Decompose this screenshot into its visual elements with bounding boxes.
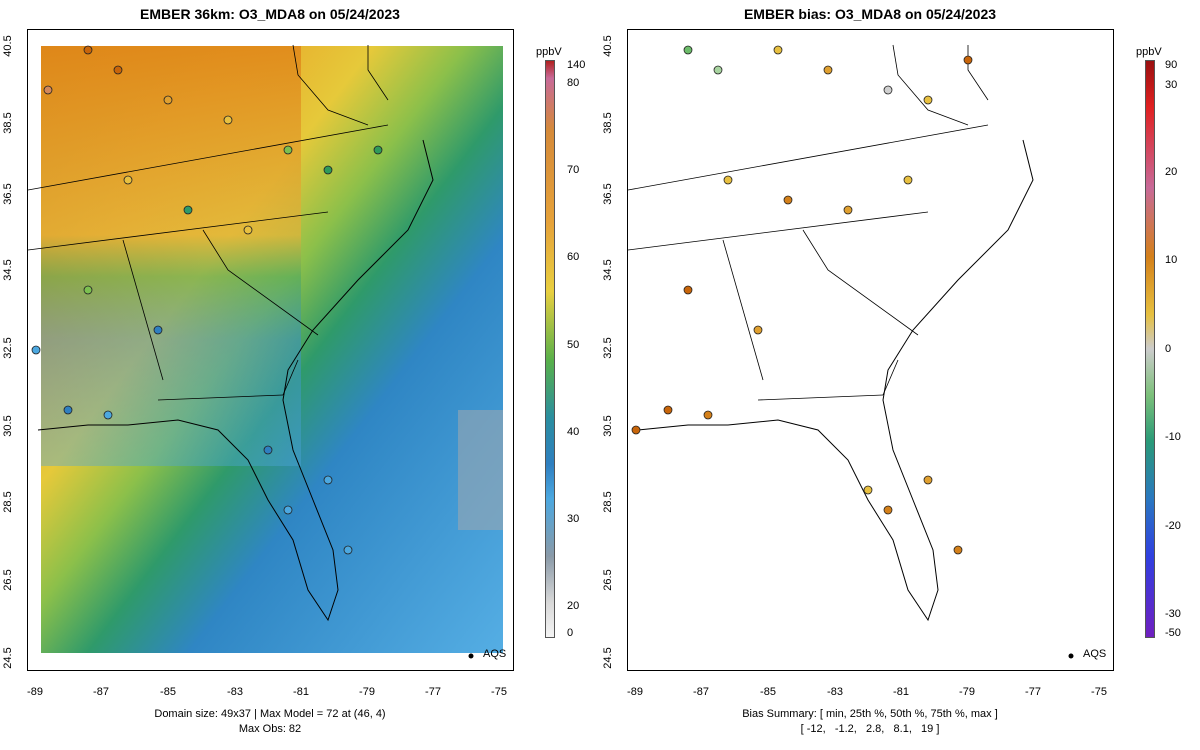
colorbar-label: 80 — [567, 77, 580, 89]
x-tick: -83 — [827, 686, 843, 698]
y-tick: 24.5 — [602, 647, 614, 669]
y-tick: 30.5 — [2, 415, 14, 437]
x-tick: -87 — [93, 686, 109, 698]
x-tick: -75 — [1091, 686, 1107, 698]
aqs-legend-label: AQS — [483, 648, 507, 660]
colorbar-label: 20 — [567, 600, 580, 612]
model-map-frame[interactable]: AQS — [27, 29, 514, 671]
bias-footer-line1: Bias Summary: [ min, 25th %, 50th %, 75t… — [742, 708, 998, 720]
model-field-gray-patch — [458, 410, 503, 530]
colorbar-label: -30 — [1165, 608, 1181, 620]
model-map-panel: EMBER 36km: O3_MDA8 on 05/24/2023 — [2, 6, 586, 735]
y-tick: 36.5 — [602, 183, 614, 205]
colorbar-label: 140 — [567, 59, 586, 71]
model-footer-line1: Domain size: 49x37 | Max Model = 72 at (… — [154, 708, 386, 720]
state-boundaries — [628, 44, 989, 401]
model-field-overlay — [41, 46, 301, 466]
y-tick: 28.5 — [602, 491, 614, 513]
coastline — [637, 139, 1034, 622]
aqs-legend-label: AQS — [1083, 648, 1107, 660]
x-tick: -83 — [227, 686, 243, 698]
colorbar-label: -10 — [1165, 431, 1181, 443]
y-tick: 32.5 — [602, 337, 614, 359]
x-tick: -81 — [893, 686, 909, 698]
x-tick: -79 — [959, 686, 975, 698]
coastline — [37, 139, 434, 622]
bias-colorbar — [1145, 60, 1155, 638]
colorbar-label: 70 — [567, 164, 580, 176]
x-tick: -89 — [627, 686, 643, 698]
colorbar-label: 90 — [1165, 59, 1178, 71]
colorbar-label: -20 — [1165, 520, 1181, 532]
y-tick: 34.5 — [602, 259, 614, 281]
aqs-legend-dot — [1068, 653, 1074, 659]
colorbar-label: 10 — [1165, 254, 1178, 266]
y-tick: 32.5 — [2, 337, 14, 359]
model-footer-line2: Max Obs: 82 — [238, 723, 302, 735]
y-tick: 24.5 — [2, 647, 14, 669]
model-colorbar — [545, 60, 555, 638]
x-tick: -85 — [760, 686, 776, 698]
x-tick: -79 — [359, 686, 375, 698]
y-tick: 38.5 — [2, 112, 14, 134]
y-tick: 36.5 — [2, 183, 14, 205]
colorbar-label: 50 — [567, 339, 580, 351]
bias-colorbar-unit: ppbV — [1136, 46, 1162, 58]
bias-map-panel: EMBER bias: O3_MDA8 on 05/24/2023 — [600, 0, 1200, 750]
colorbar-label: 30 — [567, 513, 580, 525]
y-tick: 28.5 — [2, 491, 14, 513]
y-tick: 40.5 — [602, 35, 614, 57]
observation-sites — [31, 45, 383, 555]
y-tick: 26.5 — [2, 569, 14, 591]
colorbar-label: 0 — [567, 627, 574, 639]
colorbar-label: 20 — [1165, 166, 1178, 178]
bias-sites — [631, 45, 973, 555]
x-tick: -85 — [160, 686, 176, 698]
bias-map-frame[interactable]: AQS — [627, 29, 1114, 671]
y-tick: 40.5 — [2, 35, 14, 57]
state-boundaries — [28, 44, 389, 401]
colorbar-label: 40 — [567, 426, 580, 438]
x-tick: -77 — [1025, 686, 1041, 698]
model-colorbar-unit: ppbV — [536, 46, 562, 58]
model-map-svg — [28, 44, 503, 659]
y-tick: 26.5 — [602, 569, 614, 591]
x-tick: -89 — [27, 686, 43, 698]
x-tick: -87 — [693, 686, 709, 698]
bias-footer-line2: [ -12, -1.2, 2.8, 8.1, 19 ] — [800, 723, 940, 735]
colorbar-label: 60 — [567, 251, 580, 263]
x-tick: -75 — [491, 686, 507, 698]
colorbar-label: -50 — [1165, 627, 1181, 639]
y-tick: 34.5 — [2, 259, 14, 281]
y-tick: 38.5 — [602, 112, 614, 134]
x-tick: -77 — [425, 686, 441, 698]
y-tick: 30.5 — [602, 415, 614, 437]
bias-map-svg — [628, 44, 1074, 659]
x-tick: -81 — [293, 686, 309, 698]
aqs-legend-dot — [468, 653, 474, 659]
colorbar-label: 0 — [1165, 343, 1172, 355]
model-map-title: EMBER 36km: O3_MDA8 on 05/24/2023 — [140, 6, 400, 22]
bias-map-title: EMBER bias: O3_MDA8 on 05/24/2023 — [743, 6, 997, 22]
colorbar-label: 30 — [1165, 79, 1178, 91]
